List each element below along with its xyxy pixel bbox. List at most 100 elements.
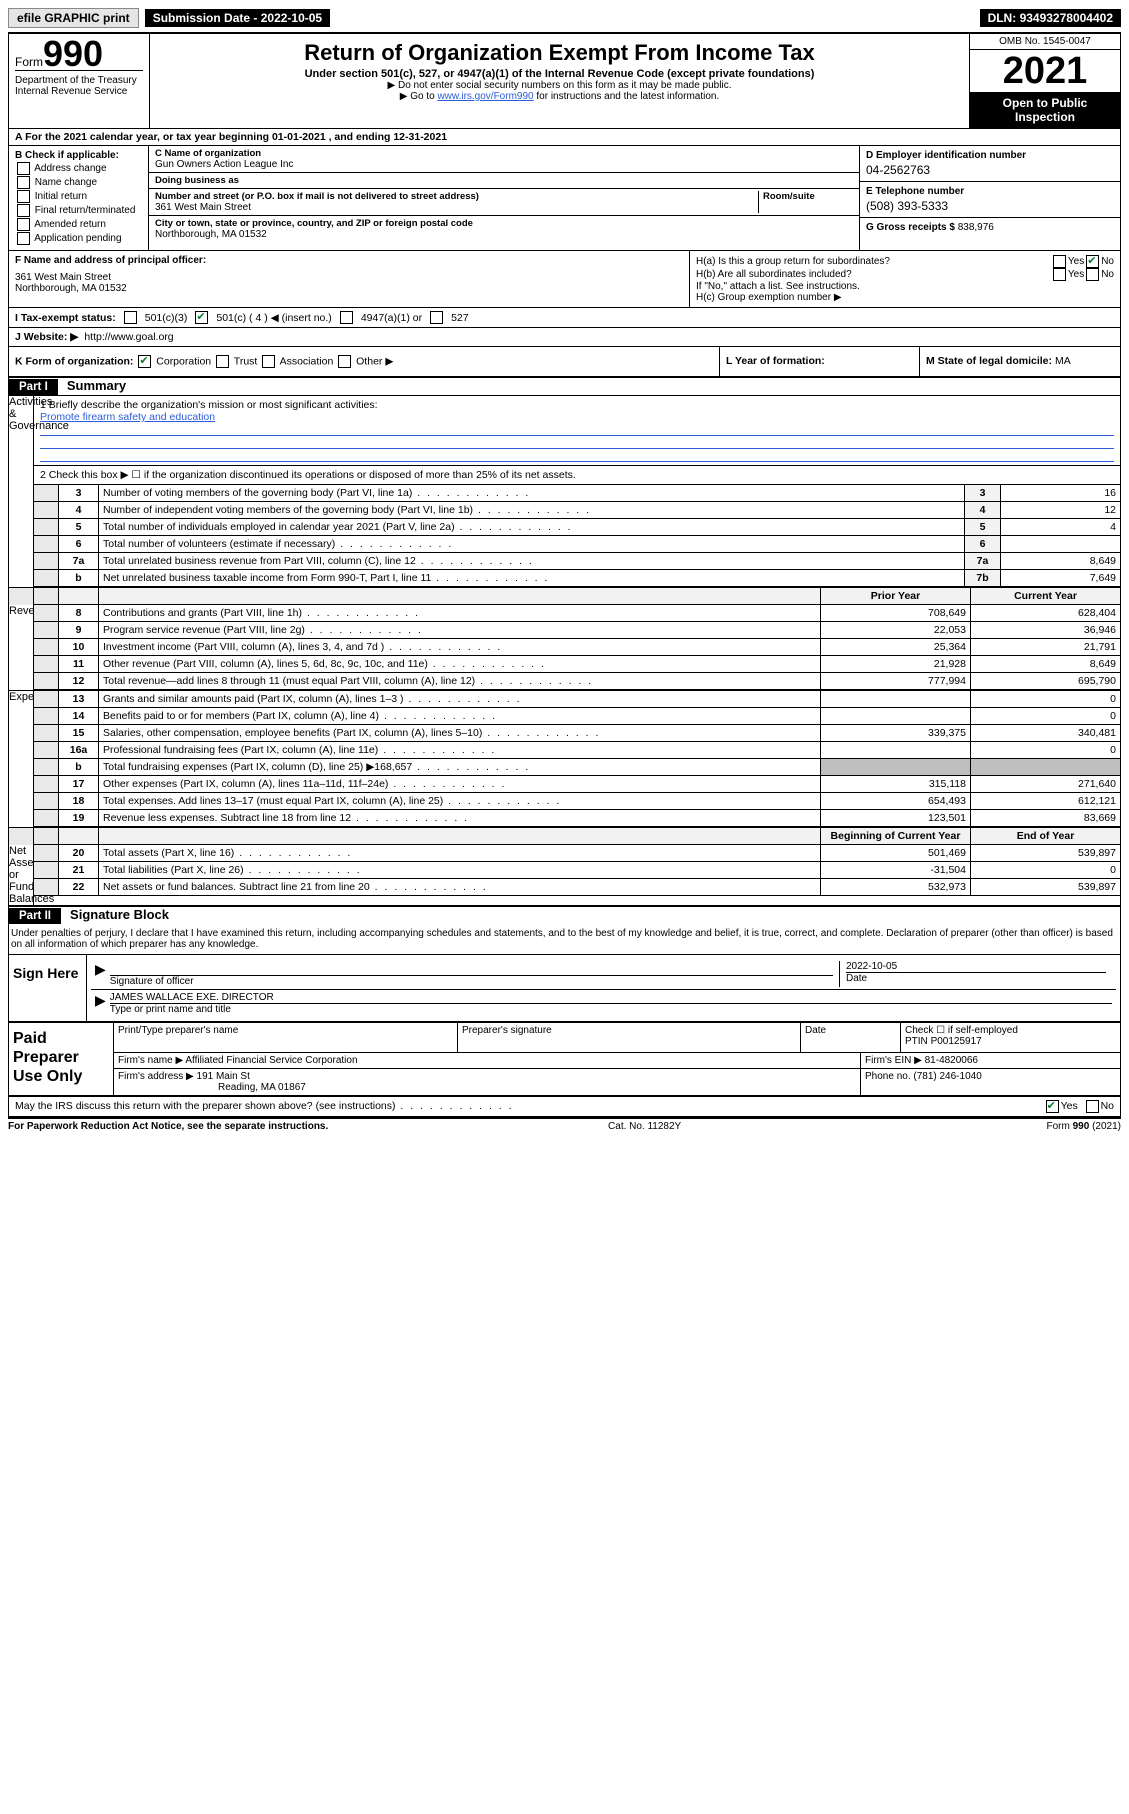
- discuss-yes-checkbox[interactable]: [1046, 1100, 1059, 1113]
- side-label-revenue: Revenue: [9, 605, 34, 690]
- chk-other[interactable]: [338, 355, 351, 368]
- firm-ein-label: Firm's EIN ▶: [865, 1055, 925, 1066]
- prior-value: 339,375: [820, 725, 970, 742]
- perjury-declaration: Under penalties of perjury, I declare th…: [9, 924, 1120, 954]
- prior-value: 21,928: [820, 656, 970, 673]
- discuss-no-checkbox[interactable]: [1086, 1100, 1099, 1113]
- irs-link[interactable]: www.irs.gov/Form990: [437, 91, 533, 102]
- chk-527[interactable]: [430, 311, 443, 324]
- hb-no-checkbox[interactable]: [1086, 268, 1099, 281]
- dln-box: DLN: 93493278004402: [980, 9, 1121, 27]
- firm-ein: 81-4820066: [925, 1055, 978, 1066]
- phone-block: E Telephone number (508) 393-5333: [860, 182, 1120, 218]
- line-number: b: [58, 570, 98, 587]
- line1-label: 1 Briefly describe the organization's mi…: [40, 399, 1114, 411]
- shaded-cell: [820, 759, 970, 776]
- preparer-row3: Firm's address ▶ 191 Main St Reading, MA…: [114, 1069, 1120, 1095]
- line-box: 6: [964, 536, 1000, 553]
- summary-line-7b: bNet unrelated business taxable income f…: [34, 570, 1120, 587]
- form-header: Form990 Department of the Treasury Inter…: [9, 34, 1120, 129]
- submission-date: 2022-10-05: [261, 11, 322, 25]
- revenue-lines: 8Contributions and grants (Part VIII, li…: [34, 605, 1120, 690]
- chk-initial-return[interactable]: Initial return: [15, 190, 142, 203]
- sig-date-value: 2022-10-05: [846, 961, 1106, 973]
- chk-application-pending[interactable]: Application pending: [15, 232, 142, 245]
- side-label-net-assets: Net Assets or Fund Balances: [9, 845, 34, 905]
- chk-corporation[interactable]: [138, 355, 151, 368]
- col-b-title: B Check if applicable:: [15, 150, 142, 161]
- opt-corporation: Corporation: [156, 355, 211, 367]
- omb-number: OMB No. 1545-0047: [970, 34, 1120, 50]
- firm-addr1: 191 Main St: [197, 1071, 250, 1082]
- discuss-yes: Yes: [1061, 1100, 1078, 1113]
- prior-value: [820, 691, 970, 708]
- summary-line-6: 6Total number of volunteers (estimate if…: [34, 536, 1120, 553]
- line-value: 12: [1000, 502, 1120, 519]
- opt-trust: Trust: [234, 355, 258, 367]
- paid-preparer-label: Paid Preparer Use Only: [9, 1023, 114, 1095]
- chk-4947[interactable]: [340, 311, 353, 324]
- hdr-end-year: End of Year: [970, 828, 1120, 845]
- chk-501c[interactable]: [195, 311, 208, 324]
- line-number: 16a: [58, 742, 98, 759]
- form-container: Form990 Department of the Treasury Inter…: [8, 32, 1121, 1119]
- line-number: 18: [58, 793, 98, 810]
- line-text: Total expenses. Add lines 13–17 (must eq…: [98, 793, 820, 810]
- hb-label: H(b) Are all subordinates included?: [696, 269, 1051, 280]
- line-text: Investment income (Part VIII, column (A)…: [98, 639, 820, 656]
- chk-final-return[interactable]: Final return/terminated: [15, 204, 142, 217]
- line-text: Grants and similar amounts paid (Part IX…: [98, 691, 820, 708]
- row-i-tax-status: I Tax-exempt status: 501(c)(3) 501(c) ( …: [9, 308, 1120, 328]
- prior-value: [820, 708, 970, 725]
- chk-trust[interactable]: [216, 355, 229, 368]
- line-number: 4: [58, 502, 98, 519]
- chk-address-change[interactable]: Address change: [15, 162, 142, 175]
- prior-value: 654,493: [820, 793, 970, 810]
- part2-bar: Part II: [9, 908, 61, 924]
- summary-line-5: 5Total number of individuals employed in…: [34, 519, 1120, 536]
- ha-yes: Yes: [1068, 256, 1084, 267]
- line-text: Benefits paid to or for members (Part IX…: [98, 708, 820, 725]
- open-to-public: Open to Public Inspection: [970, 92, 1120, 128]
- current-value: 83,669: [970, 810, 1120, 827]
- chk-name-change[interactable]: Name change: [15, 176, 142, 189]
- preparer-row1: Print/Type preparer's name Preparer's si…: [114, 1023, 1120, 1053]
- line2: 2 Check this box ▶ ☐ if the organization…: [34, 466, 1120, 485]
- street-value: 361 West Main Street: [155, 202, 754, 213]
- arrow-icon: ▶: [95, 961, 106, 987]
- ein-block: D Employer identification number 04-2562…: [860, 146, 1120, 182]
- current-value: 271,640: [970, 776, 1120, 793]
- sign-here-label: Sign Here: [9, 955, 87, 1021]
- ha-no-checkbox[interactable]: [1086, 255, 1099, 268]
- side-label-activities: Activities & Governance: [9, 396, 34, 587]
- col-c: C Name of organization Gun Owners Action…: [149, 146, 860, 250]
- efile-print-button[interactable]: efile GRAPHIC print: [8, 8, 139, 28]
- line-text: Number of voting members of the governin…: [98, 485, 964, 502]
- line-number: b: [58, 759, 98, 776]
- footer-left: For Paperwork Reduction Act Notice, see …: [8, 1121, 328, 1132]
- current-value: 539,897: [970, 879, 1120, 896]
- ha-yes-checkbox[interactable]: [1053, 255, 1066, 268]
- pp-date-label: Date: [805, 1025, 896, 1036]
- chk-501c3[interactable]: [124, 311, 137, 324]
- hb-yes-checkbox[interactable]: [1053, 268, 1066, 281]
- line-text: Number of independent voting members of …: [98, 502, 964, 519]
- chk-amended-return[interactable]: Amended return: [15, 218, 142, 231]
- line-number: 10: [58, 639, 98, 656]
- line-text: Total unrelated business revenue from Pa…: [98, 553, 964, 570]
- line-text: Total assets (Part X, line 16): [98, 845, 820, 862]
- line-number: 15: [58, 725, 98, 742]
- line-text: Total fundraising expenses (Part IX, col…: [98, 759, 820, 776]
- arrow-icon: ▶: [95, 992, 106, 1015]
- street-label: Number and street (or P.O. box if mail i…: [155, 191, 754, 202]
- hdr-prior-year: Prior Year: [820, 588, 970, 605]
- line-text: Total revenue—add lines 8 through 11 (mu…: [98, 673, 820, 690]
- line-box: 5: [964, 519, 1000, 536]
- col-d-e-g: D Employer identification number 04-2562…: [860, 146, 1120, 250]
- line-text: Total number of volunteers (estimate if …: [98, 536, 964, 553]
- year-cell: OMB No. 1545-0047 2021 Open to Public In…: [970, 34, 1120, 128]
- line-text: Professional fundraising fees (Part IX, …: [98, 742, 820, 759]
- chk-association[interactable]: [262, 355, 275, 368]
- pp-sig-label: Preparer's signature: [462, 1025, 796, 1036]
- opt-association: Association: [280, 355, 334, 367]
